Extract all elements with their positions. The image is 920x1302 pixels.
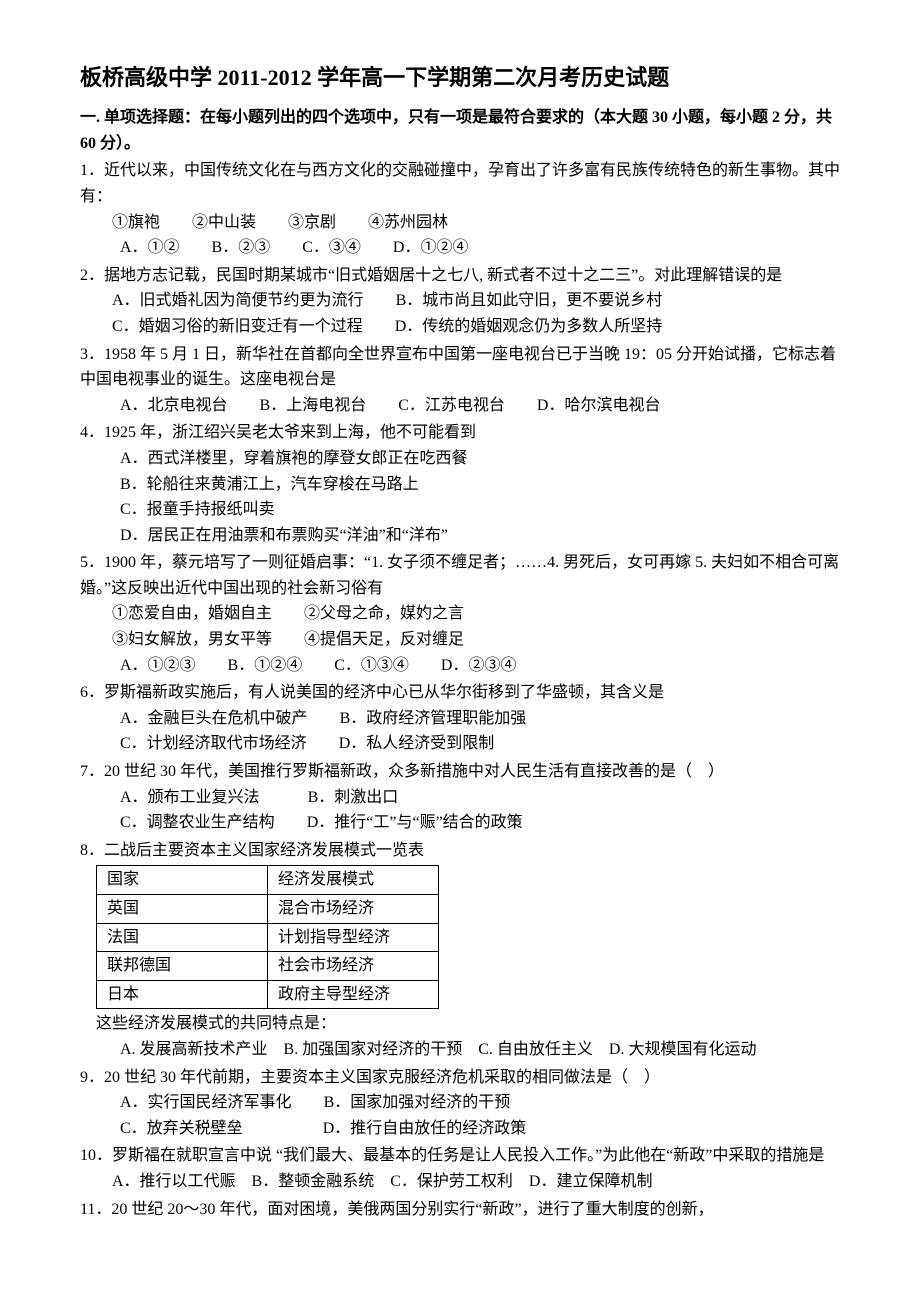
table-row: 日本 政府主导型经济	[97, 980, 439, 1009]
q6-a-text: A．金融巨头在危机中破产	[120, 710, 308, 727]
q8-options: A. 发展高新技术产业 B. 加强国家对经济的干预 C. 自由放任主义 D. 大…	[80, 1037, 840, 1063]
table-cell: 混合市场经济	[268, 895, 439, 924]
page-title: 板桥高级中学 2011-2012 学年高一下学期第二次月考历史试题	[80, 60, 840, 95]
table-cell: 联邦德国	[97, 952, 268, 981]
q7-row1: A．颁布工业复兴法 B．刺激出口	[80, 785, 840, 811]
table-cell: 日本	[97, 980, 268, 1009]
q8-stem: 8．二战后主要资本主义国家经济发展模式一览表	[80, 838, 840, 864]
question-3: 3．1958 年 5 月 1 日，新华社在首都向全世界宣布中国第一座电视台已于当…	[80, 342, 840, 419]
q7-b-text: B．刺激出口	[308, 789, 399, 806]
q9-d-text: D．推行自由放任的经济政策	[323, 1120, 527, 1137]
question-11: 11．20 世纪 20～30 年代，面对困境，美俄两国分别实行“新政”，进行了重…	[80, 1197, 840, 1223]
q9-b-text: B．国家加强对经济的干预	[324, 1094, 511, 1111]
q1-stem: 1．近代以来，中国传统文化在与西方文化的交融碰撞中，孕育出了许多富有民族传统特色…	[80, 158, 840, 209]
q4-opt-a: A．西式洋楼里，穿着旗袍的摩登女郎正在吃西餐	[80, 446, 840, 472]
q7-stem: 7．20 世纪 30 年代，美国推行罗斯福新政，众多新措施中对人民生活有直接改善…	[80, 759, 840, 785]
q6-row2: C．计划经济取代市场经济 D．私人经济受到限制	[80, 731, 840, 757]
q6-row1: A．金融巨头在危机中破产 B．政府经济管理职能加强	[80, 706, 840, 732]
q7-row2: C．调整农业生产结构 D．推行“工”与“赈”结合的政策	[80, 810, 840, 836]
q8-tail: 这些经济发展模式的共同特点是：	[80, 1011, 840, 1037]
q2-a-text: A．旧式婚礼因为简便节约更为流行	[112, 292, 364, 309]
q2-stem: 2．据地方志记载，民国时期某城市“旧式婚姻居十之七八, 新式者不过十之二三”。对…	[80, 263, 840, 289]
q7-a-text: A．颁布工业复兴法	[120, 789, 260, 806]
q2-d-text: D．传统的婚姻观念仍为多数人所坚持	[395, 318, 663, 335]
q3-options: A．北京电视台 B．上海电视台 C．江苏电视台 D．哈尔滨电视台	[80, 393, 840, 419]
q5-stem: 5．1900 年，蔡元培写了一则征婚启事：“1. 女子须不缠足者；……4. 男死…	[80, 550, 840, 601]
q11-stem: 11．20 世纪 20～30 年代，面对困境，美俄两国分别实行“新政”，进行了重…	[80, 1197, 840, 1223]
table-row: 英国 混合市场经济	[97, 895, 439, 924]
q8-table: 国家 经济发展模式 英国 混合市场经济 法国 计划指导型经济 联邦德国 社会市场…	[96, 865, 439, 1009]
section-1-heading: 一. 单项选择题：在每小题列出的四个选项中，只有一项是最符合要求的（本大题 30…	[80, 105, 840, 156]
table-row: 联邦德国 社会市场经济	[97, 952, 439, 981]
q1-options: A．①② B．②③ C．③④ D．①②④	[80, 235, 840, 261]
q4-stem: 4．1925 年，浙江绍兴吴老太爷来到上海，他不可能看到	[80, 420, 840, 446]
question-1: 1．近代以来，中国传统文化在与西方文化的交融碰撞中，孕育出了许多富有民族传统特色…	[80, 158, 840, 260]
q2-c-text: C．婚姻习俗的新旧变迁有一个过程	[112, 318, 363, 335]
q9-row2: C．放弃关税壁垒 D．推行自由放任的经济政策	[80, 1116, 840, 1142]
q6-b-text: B．政府经济管理职能加强	[340, 710, 527, 727]
table-cell: 英国	[97, 895, 268, 924]
table-cell: 经济发展模式	[268, 866, 439, 895]
table-cell: 政府主导型经济	[268, 980, 439, 1009]
table-row: 法国 计划指导型经济	[97, 923, 439, 952]
table-cell: 国家	[97, 866, 268, 895]
q9-row1: A．实行国民经济军事化 B．国家加强对经济的干预	[80, 1090, 840, 1116]
question-10: 10．罗斯福在就职宣言中说 “我们最大、最基本的任务是让人民投入工作。”为此他在…	[80, 1143, 840, 1194]
q10-options: A．推行以工代赈 B．整顿金融系统 C．保护劳工权利 D．建立保障机制	[80, 1169, 840, 1195]
question-9: 9．20 世纪 30 年代前期，主要资本主义国家克服经济危机采取的相同做法是（ …	[80, 1065, 840, 1142]
q5-items-1: ①恋爱自由，婚姻自主 ②父母之命，媒妁之言	[80, 601, 840, 627]
question-2: 2．据地方志记载，民国时期某城市“旧式婚姻居十之七八, 新式者不过十之二三”。对…	[80, 263, 840, 340]
question-4: 4．1925 年，浙江绍兴吴老太爷来到上海，他不可能看到 A．西式洋楼里，穿着旗…	[80, 420, 840, 548]
question-8: 8．二战后主要资本主义国家经济发展模式一览表 国家 经济发展模式 英国 混合市场…	[80, 838, 840, 1063]
q5-items-2: ③妇女解放，男女平等 ④提倡天足，反对缠足	[80, 627, 840, 653]
q1-items: ①旗袍 ②中山装 ③京剧 ④苏州园林	[80, 210, 840, 236]
table-cell: 社会市场经济	[268, 952, 439, 981]
q7-d-text: D．推行“工”与“赈”结合的政策	[307, 814, 523, 831]
q6-c-text: C．计划经济取代市场经济	[120, 735, 307, 752]
q4-opt-c: C．报童手持报纸叫卖	[80, 497, 840, 523]
question-5: 5．1900 年，蔡元培写了一则征婚启事：“1. 女子须不缠足者；……4. 男死…	[80, 550, 840, 678]
q6-d-text: D．私人经济受到限制	[339, 735, 495, 752]
q9-stem: 9．20 世纪 30 年代前期，主要资本主义国家克服经济危机采取的相同做法是（ …	[80, 1065, 840, 1091]
q6-stem: 6．罗斯福新政实施后，有人说美国的经济中心已从华尔街移到了华盛顿，其含义是	[80, 680, 840, 706]
table-cell: 法国	[97, 923, 268, 952]
q2-b-text: B．城市尚且如此守旧，更不要说乡村	[396, 292, 663, 309]
q10-stem: 10．罗斯福在就职宣言中说 “我们最大、最基本的任务是让人民投入工作。”为此他在…	[80, 1143, 840, 1169]
q4-opt-b: B．轮船往来黄浦江上，汽车穿梭在马路上	[80, 472, 840, 498]
table-cell: 计划指导型经济	[268, 923, 439, 952]
q7-c-text: C．调整农业生产结构	[120, 814, 275, 831]
q5-options: A．①②③ B．①②④ C．①③④ D．②③④	[80, 653, 840, 679]
question-7: 7．20 世纪 30 年代，美国推行罗斯福新政，众多新措施中对人民生活有直接改善…	[80, 759, 840, 836]
q3-stem: 3．1958 年 5 月 1 日，新华社在首都向全世界宣布中国第一座电视台已于当…	[80, 342, 840, 393]
q9-c-text: C．放弃关税壁垒	[120, 1120, 243, 1137]
q9-a-text: A．实行国民经济军事化	[120, 1094, 292, 1111]
q2-opt-a: A．旧式婚礼因为简便节约更为流行 B．城市尚且如此守旧，更不要说乡村	[80, 288, 840, 314]
table-row: 国家 经济发展模式	[97, 866, 439, 895]
q2-opt-c: C．婚姻习俗的新旧变迁有一个过程 D．传统的婚姻观念仍为多数人所坚持	[80, 314, 840, 340]
q4-opt-d: D．居民正在用油票和布票购买“洋油”和“洋布”	[80, 523, 840, 549]
question-6: 6．罗斯福新政实施后，有人说美国的经济中心已从华尔街移到了华盛顿，其含义是 A．…	[80, 680, 840, 757]
